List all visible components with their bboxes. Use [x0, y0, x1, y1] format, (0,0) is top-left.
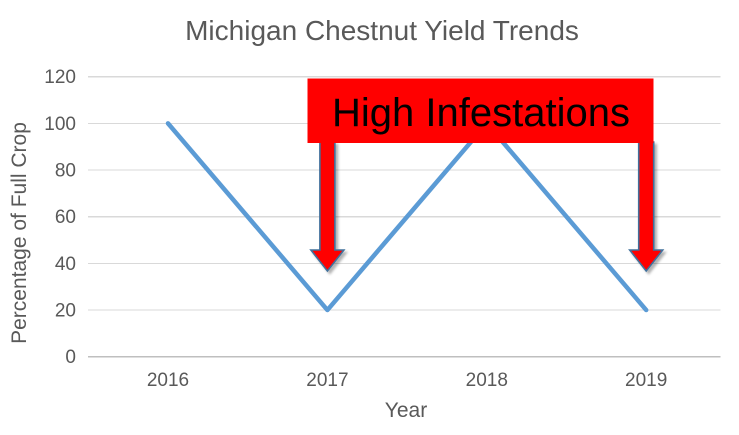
y-axis-tick-labels: 0 20 40 60 80 100 120 [44, 67, 76, 368]
y-tick-label: 20 [55, 301, 76, 322]
annotation-box [307, 78, 654, 143]
x-tick-label: 2019 [625, 370, 667, 391]
x-axis-tick-labels: 2016 2017 2018 2019 [147, 370, 667, 391]
x-tick-label: 2018 [466, 370, 508, 391]
y-tick-label: 0 [65, 347, 76, 368]
y-tick-label: 40 [55, 254, 76, 275]
trend-line [165, 121, 649, 313]
y-tick-label: 100 [44, 114, 76, 135]
x-tick-label: 2017 [306, 370, 348, 391]
annotation-arrow [628, 141, 665, 273]
x-tick-label: 2016 [147, 370, 189, 391]
y-axis-title: Percentage of Full Crop [8, 122, 31, 344]
annotation-label: High Infestations [332, 91, 630, 135]
x-axis-title: Year [385, 399, 427, 422]
data-series [165, 121, 649, 313]
annotation-arrow [309, 141, 346, 273]
chart-title: Michigan Chestnut Yield Trends [185, 15, 579, 46]
annotation-arrows [309, 141, 665, 273]
y-tick-label: 120 [44, 67, 76, 88]
y-tick-label: 80 [55, 161, 76, 182]
y-tick-label: 60 [55, 207, 76, 228]
